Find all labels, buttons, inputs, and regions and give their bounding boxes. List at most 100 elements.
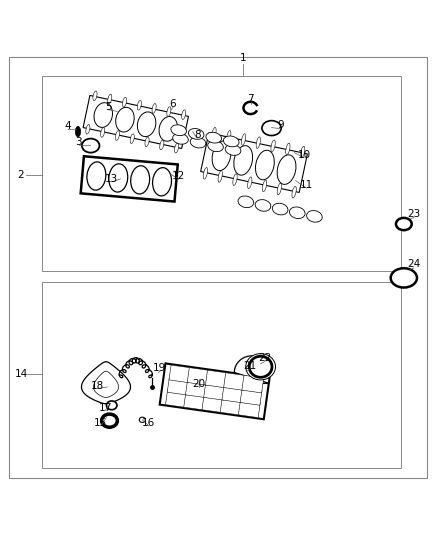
Ellipse shape: [218, 171, 223, 182]
Ellipse shape: [159, 117, 177, 141]
Ellipse shape: [101, 127, 105, 137]
Ellipse shape: [188, 128, 204, 139]
Ellipse shape: [223, 136, 239, 147]
Polygon shape: [81, 362, 131, 404]
Polygon shape: [242, 375, 264, 393]
Ellipse shape: [182, 110, 186, 119]
Ellipse shape: [238, 196, 254, 207]
Ellipse shape: [115, 131, 120, 140]
Ellipse shape: [123, 98, 127, 107]
Ellipse shape: [208, 141, 223, 151]
Polygon shape: [234, 356, 269, 383]
Ellipse shape: [233, 174, 237, 185]
Text: 13: 13: [105, 174, 118, 184]
Ellipse shape: [108, 94, 112, 104]
Text: 16: 16: [142, 418, 155, 428]
Text: 11: 11: [300, 180, 313, 190]
Ellipse shape: [292, 187, 296, 198]
Ellipse shape: [396, 218, 412, 230]
Ellipse shape: [277, 183, 282, 195]
Ellipse shape: [255, 150, 274, 180]
Polygon shape: [220, 398, 242, 415]
Ellipse shape: [300, 146, 305, 158]
Polygon shape: [81, 156, 178, 201]
Ellipse shape: [212, 127, 216, 139]
Polygon shape: [185, 380, 207, 398]
Ellipse shape: [249, 356, 272, 377]
Ellipse shape: [109, 164, 128, 192]
Polygon shape: [160, 364, 269, 419]
Ellipse shape: [167, 107, 171, 116]
Polygon shape: [93, 371, 119, 398]
Text: 6: 6: [170, 100, 177, 109]
Ellipse shape: [139, 417, 145, 423]
Ellipse shape: [262, 120, 281, 135]
Ellipse shape: [206, 132, 222, 143]
Ellipse shape: [82, 139, 99, 152]
Ellipse shape: [86, 124, 90, 134]
Text: 18: 18: [91, 381, 104, 391]
Ellipse shape: [137, 100, 141, 110]
Text: 2: 2: [18, 169, 25, 180]
Ellipse shape: [234, 146, 253, 175]
Ellipse shape: [286, 143, 290, 155]
Ellipse shape: [241, 134, 246, 146]
Polygon shape: [167, 377, 189, 395]
Ellipse shape: [138, 112, 156, 136]
Polygon shape: [204, 383, 226, 400]
Ellipse shape: [391, 268, 417, 287]
Ellipse shape: [307, 211, 322, 222]
Ellipse shape: [226, 131, 231, 142]
Bar: [42, 76, 401, 271]
Text: 9: 9: [277, 120, 284, 131]
Ellipse shape: [145, 137, 149, 147]
Polygon shape: [224, 373, 246, 390]
Ellipse shape: [262, 180, 267, 192]
Text: 15: 15: [94, 418, 107, 428]
Polygon shape: [187, 368, 209, 385]
Ellipse shape: [160, 140, 164, 150]
Ellipse shape: [173, 133, 188, 144]
Ellipse shape: [272, 203, 288, 215]
Text: 1: 1: [240, 53, 247, 63]
Text: 19: 19: [153, 363, 166, 373]
Polygon shape: [166, 390, 187, 407]
Ellipse shape: [212, 141, 231, 171]
Ellipse shape: [130, 134, 134, 143]
Ellipse shape: [94, 103, 113, 127]
Ellipse shape: [255, 200, 271, 211]
Polygon shape: [169, 365, 191, 383]
Polygon shape: [238, 400, 260, 418]
Ellipse shape: [247, 177, 252, 189]
Text: 7: 7: [247, 94, 254, 104]
Ellipse shape: [131, 166, 150, 194]
Ellipse shape: [152, 168, 172, 196]
Text: 3: 3: [75, 136, 82, 147]
Ellipse shape: [246, 354, 276, 380]
Polygon shape: [222, 385, 244, 403]
Text: 21: 21: [243, 361, 256, 372]
Text: 20: 20: [193, 379, 206, 389]
Ellipse shape: [93, 91, 97, 101]
Ellipse shape: [87, 162, 106, 190]
Text: 5: 5: [105, 102, 112, 111]
Ellipse shape: [225, 144, 241, 155]
Polygon shape: [202, 395, 224, 413]
Text: 10: 10: [298, 150, 311, 160]
Text: 24: 24: [407, 260, 420, 269]
Text: 8: 8: [194, 130, 201, 140]
Polygon shape: [184, 392, 205, 410]
Ellipse shape: [290, 207, 305, 219]
Ellipse shape: [277, 155, 296, 184]
Polygon shape: [83, 95, 188, 149]
Ellipse shape: [190, 137, 206, 148]
Text: 17: 17: [99, 402, 112, 413]
Ellipse shape: [116, 107, 134, 132]
Text: 22: 22: [258, 353, 272, 364]
Text: 4: 4: [64, 122, 71, 131]
Bar: [42, 282, 401, 468]
Text: 12: 12: [172, 171, 185, 181]
Ellipse shape: [174, 143, 179, 153]
Polygon shape: [205, 370, 227, 388]
Text: 23: 23: [407, 209, 420, 219]
